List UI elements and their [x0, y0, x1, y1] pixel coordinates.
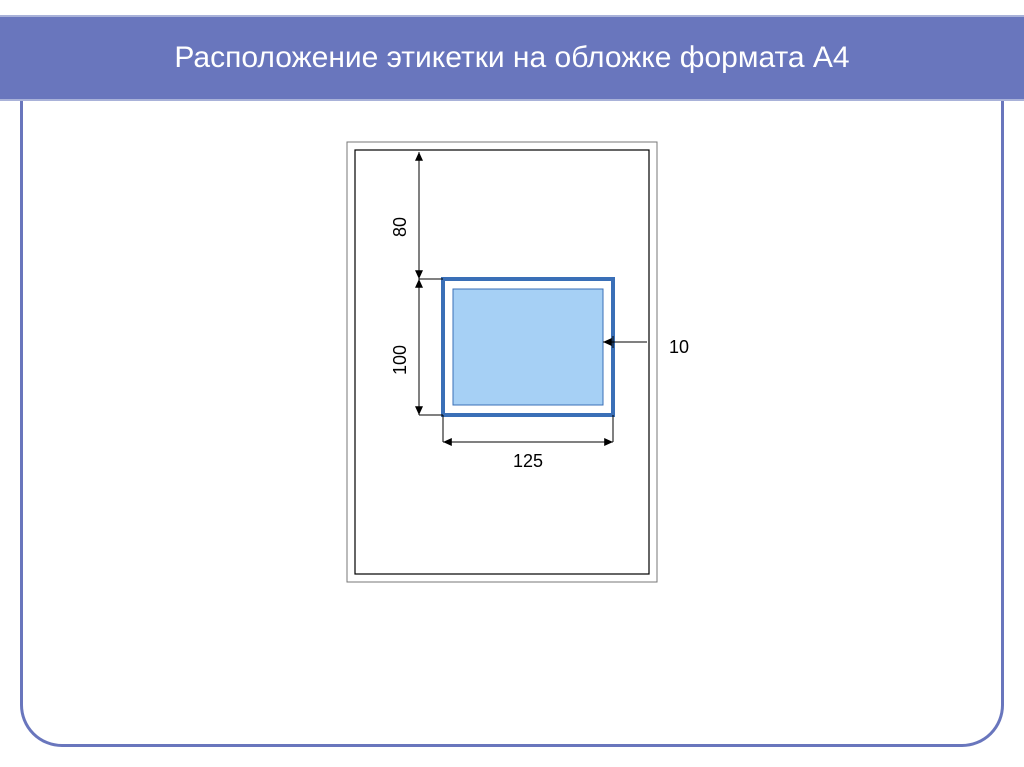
- dim-100: 100: [390, 345, 410, 375]
- slide-title: Расположение этикетки на обложке формата…: [174, 40, 849, 76]
- dim-10: 10: [669, 337, 689, 357]
- dimension-diagram: 80 100 125 10: [307, 132, 717, 612]
- dim-125: 125: [513, 451, 543, 471]
- title-banner: Расположение этикетки на обложке формата…: [0, 15, 1024, 101]
- diagram-container: 80 100 125 10: [0, 132, 1024, 737]
- dim-80: 80: [390, 217, 410, 237]
